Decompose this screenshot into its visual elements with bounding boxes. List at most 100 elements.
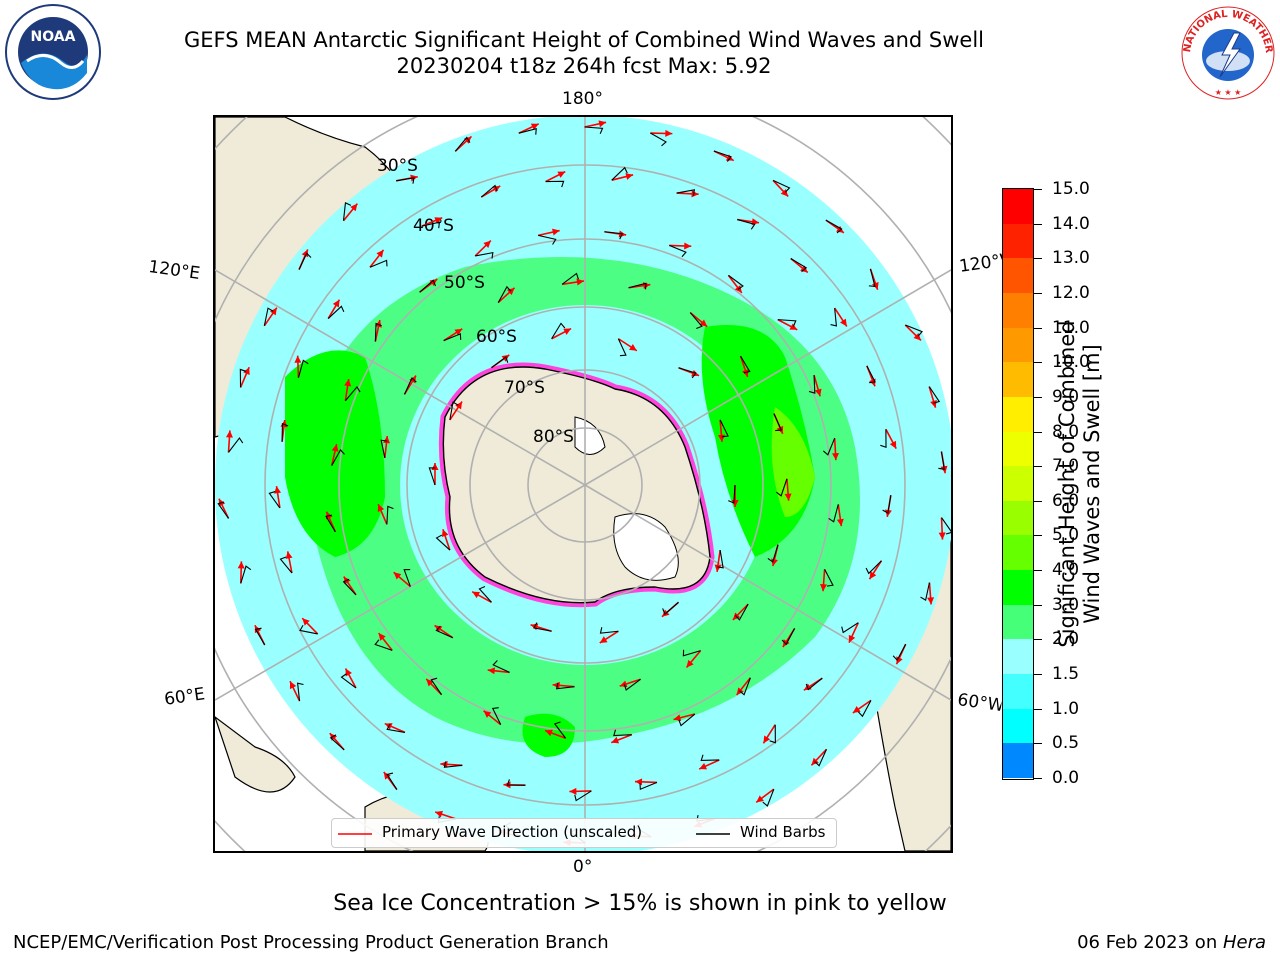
wind-barb bbox=[443, 333, 462, 342]
wind-barb bbox=[386, 505, 394, 525]
wind-barb bbox=[396, 177, 415, 184]
wind-barb bbox=[868, 268, 876, 287]
wave-arrow-head bbox=[938, 532, 946, 540]
wind-barb bbox=[254, 627, 266, 646]
footer-credit: NCEP/EMC/Verification Post Processing Pr… bbox=[13, 932, 609, 953]
wave-arrow-head bbox=[599, 636, 608, 643]
wave-arrow-head bbox=[434, 217, 443, 224]
nws-logo: NATIONAL WEATHER SERVICE ★ ★ ★ bbox=[1178, 3, 1275, 100]
colorbar-tick-label: 0.0 bbox=[1052, 768, 1080, 788]
colorbar-tick bbox=[1034, 674, 1042, 676]
lat-label-80s: 80°S bbox=[533, 427, 574, 447]
wave-arrow-head bbox=[763, 735, 771, 744]
colorbar-tick bbox=[1034, 327, 1042, 329]
wave-patch-max bbox=[771, 407, 815, 517]
colorbar-tick-label: 3.0 bbox=[1052, 594, 1080, 615]
wave-arrow-head bbox=[699, 762, 708, 770]
colorbar-tick bbox=[1034, 292, 1042, 294]
wind-barb bbox=[717, 549, 724, 569]
legend-wind-label: Wind Barbs bbox=[740, 823, 826, 841]
map-canvas: 30°S 40°S 50°S 60°S 70°S 80°S bbox=[215, 117, 951, 851]
wind-barb bbox=[892, 643, 907, 662]
wave-arrow-head bbox=[872, 281, 879, 290]
wind-barb bbox=[545, 180, 565, 188]
colorbar-tick-label: 5.0 bbox=[1052, 525, 1080, 546]
wave-arrow-head bbox=[557, 171, 566, 178]
wind-barb bbox=[678, 367, 697, 379]
wave-arrow-head bbox=[487, 667, 496, 675]
wind-barb bbox=[769, 724, 776, 744]
wind-barb bbox=[421, 221, 441, 229]
colorbar-tick-label: 12.0 bbox=[1052, 282, 1090, 303]
wave-arrow-head bbox=[832, 452, 839, 461]
wave-arrow-head bbox=[350, 203, 358, 212]
wave-arrow-head bbox=[840, 318, 847, 327]
colorbar-title-line1: Significant Height of Combined bbox=[1055, 320, 1079, 648]
colorbar-segment bbox=[1003, 604, 1033, 640]
wind-barb bbox=[480, 184, 498, 198]
colorbar-tick-label: 10.0 bbox=[1052, 352, 1090, 373]
colorbar-tick-label: 15.0 bbox=[1052, 179, 1090, 199]
colorbar-segment bbox=[1003, 258, 1033, 294]
wave-arrow-head bbox=[848, 634, 856, 643]
wind-barb bbox=[551, 322, 566, 340]
wind-barb bbox=[719, 419, 729, 438]
wave-arrow-head bbox=[686, 659, 694, 668]
wind-barb bbox=[492, 660, 510, 673]
wind-barb bbox=[374, 322, 382, 342]
wave-arrow-head bbox=[673, 714, 682, 722]
colorbar-segment bbox=[1003, 189, 1033, 225]
wave-arrow-head bbox=[611, 736, 620, 744]
wind-barb bbox=[737, 219, 756, 230]
legend-wave-swatch bbox=[338, 833, 372, 835]
wave-arrow-head bbox=[789, 323, 798, 330]
legend: Primary Wave Direction (unscaled) Wind B… bbox=[331, 818, 837, 848]
wind-barb bbox=[938, 451, 945, 470]
colorbar-segment bbox=[1003, 570, 1033, 606]
colorbar-segment bbox=[1003, 431, 1033, 467]
wind-barb bbox=[281, 423, 289, 442]
wave-arrow-head bbox=[836, 225, 844, 233]
wind-barb bbox=[296, 682, 304, 702]
wave-arrow-head bbox=[889, 440, 897, 449]
wind-barb bbox=[905, 324, 923, 337]
wave-arrow-head bbox=[699, 319, 708, 327]
colorbar-tick-label: 8.0 bbox=[1052, 421, 1080, 442]
wind-barb bbox=[228, 437, 244, 453]
wave-arrow-head bbox=[784, 493, 792, 501]
wind-barb bbox=[428, 467, 436, 486]
colorbar-segment bbox=[1003, 292, 1033, 329]
wind-barb bbox=[866, 365, 876, 384]
wind-barb bbox=[613, 729, 632, 737]
colorbar-tick-label: 0.5 bbox=[1052, 733, 1080, 754]
legend-wave-label: Primary Wave Direction (unscaled) bbox=[382, 823, 643, 841]
wind-barb bbox=[790, 258, 808, 273]
colorbar-tick-label: 4.0 bbox=[1052, 560, 1080, 581]
wave-arrow-head bbox=[441, 529, 449, 537]
wave-arrow-head bbox=[501, 354, 510, 362]
wind-barb bbox=[584, 126, 604, 135]
wind-barb bbox=[611, 166, 628, 181]
footer-date: 06 Feb 2023 on Hera bbox=[1077, 932, 1266, 953]
wave-arrow-head bbox=[378, 633, 386, 641]
wave-arrow-head bbox=[345, 668, 352, 677]
wind-barb bbox=[781, 628, 796, 646]
wind-barb bbox=[678, 713, 696, 727]
wind-barb bbox=[805, 677, 823, 691]
colorbar-title-line2: Wind Waves and Swell [m] bbox=[1080, 344, 1104, 624]
wave-arrow-head bbox=[625, 173, 634, 180]
wind-barb bbox=[380, 439, 388, 458]
wind-barb bbox=[808, 375, 816, 394]
colorbar-tick bbox=[1034, 535, 1042, 537]
wave-arrow-head bbox=[852, 706, 861, 713]
wave-arrow-head bbox=[820, 583, 828, 592]
colorbar-tick-label: 6.0 bbox=[1052, 490, 1080, 511]
colorbar-tick bbox=[1034, 639, 1042, 641]
wave-arrow-head bbox=[684, 242, 692, 250]
wave-arrow-head bbox=[269, 307, 277, 316]
colorbar bbox=[1002, 188, 1034, 780]
wind-barb bbox=[497, 285, 512, 303]
wave-arrow-head bbox=[377, 504, 385, 512]
colorbar-tick-label: 7.0 bbox=[1052, 456, 1080, 477]
wind-barb bbox=[676, 189, 696, 196]
